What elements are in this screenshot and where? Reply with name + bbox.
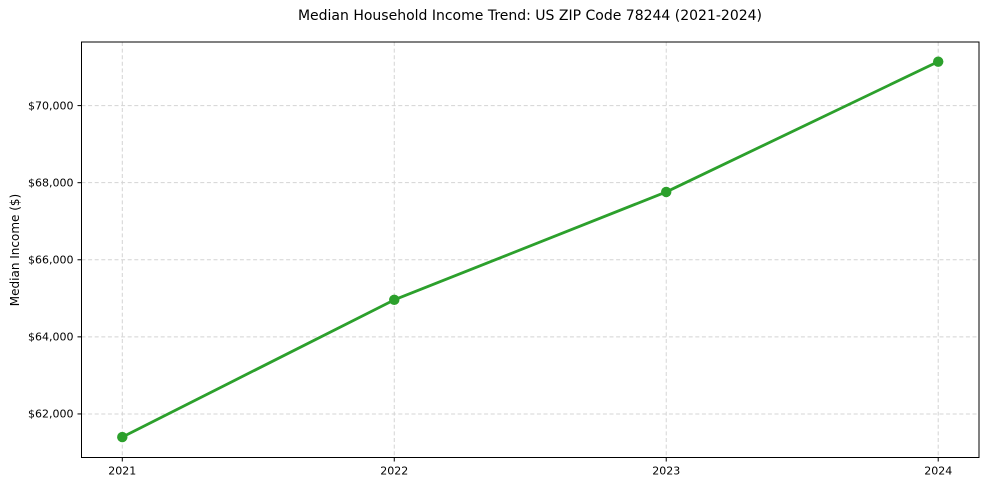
y-tick-label: $68,000	[28, 176, 74, 189]
chart-title: Median Household Income Trend: US ZIP Co…	[297, 8, 763, 24]
data-point-2024	[933, 56, 944, 67]
x-tick-label: 2021	[108, 465, 136, 478]
x-tick-label: 2023	[652, 465, 680, 478]
x-tick-label: 2022	[380, 465, 408, 478]
y-tick-label: $62,000	[28, 408, 74, 421]
data-point-2021	[117, 431, 128, 443]
y-tick-label: $66,000	[28, 254, 74, 267]
data-point-2022	[389, 294, 400, 306]
trend-line	[120, 60, 940, 439]
y-tick-label: $70,000	[28, 99, 74, 112]
x-tick-label: 2024	[924, 465, 952, 478]
y-tick-label: $64,000	[28, 331, 74, 344]
plot-border	[81, 41, 980, 458]
data-point-2023	[661, 186, 672, 198]
